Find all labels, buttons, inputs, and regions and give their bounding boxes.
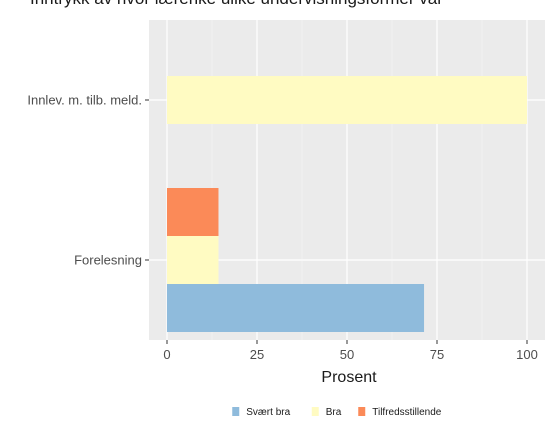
x-tick-label: 50: [340, 347, 354, 362]
x-axis-label: Prosent: [321, 369, 377, 386]
y-tick-label: Innlev. m. tilb. meld.: [27, 93, 142, 108]
x-tick-label: 100: [516, 347, 538, 362]
y-tick-label: Forelesning: [74, 253, 142, 268]
bar: [167, 284, 425, 332]
bar: [167, 236, 219, 284]
legend-key: [311, 407, 319, 416]
bars: [167, 76, 527, 332]
x-tick-label: 25: [250, 347, 264, 362]
legend: Svært bra Bra Tilfredsstillende: [232, 407, 442, 418]
legend-key: [232, 407, 240, 416]
legend-label: Svært bra: [246, 407, 290, 418]
x-tick-label: 0: [163, 347, 170, 362]
bar: [167, 76, 527, 124]
chart-title: Inntrykk av hvor lærerike ulike undervis…: [0, 0, 548, 9]
legend-key: [358, 407, 366, 416]
x-axis: 0 25 50 75 100: [163, 340, 538, 362]
legend-label: Bra: [326, 407, 342, 418]
bar: [167, 188, 219, 236]
legend-label: Tilfredsstillende: [372, 407, 442, 418]
y-axis: Innlev. m. tilb. meld. Forelesning: [27, 93, 149, 268]
x-tick-label: 75: [430, 347, 444, 362]
